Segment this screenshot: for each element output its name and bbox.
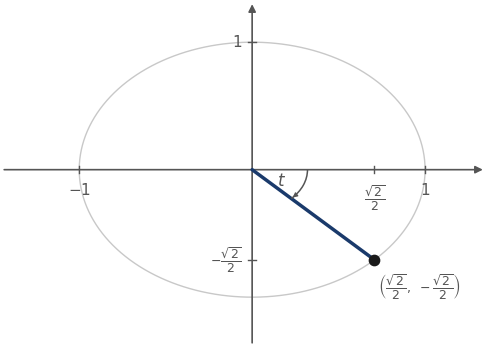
Text: $\dfrac{\sqrt{2}}{2}$: $\dfrac{\sqrt{2}}{2}$ xyxy=(364,184,385,213)
Text: $-\dfrac{\sqrt{2}}{2}$: $-\dfrac{\sqrt{2}}{2}$ xyxy=(210,245,242,275)
Point xyxy=(371,257,378,263)
Text: $t$: $t$ xyxy=(277,172,286,190)
Text: $-1$: $-1$ xyxy=(68,183,91,198)
Text: $\left(\dfrac{\sqrt{2}}{2},\ -\dfrac{\sqrt{2}}{2}\right)$: $\left(\dfrac{\sqrt{2}}{2},\ -\dfrac{\sq… xyxy=(378,273,461,302)
Text: $1$: $1$ xyxy=(231,34,242,50)
Text: $1$: $1$ xyxy=(420,183,430,198)
